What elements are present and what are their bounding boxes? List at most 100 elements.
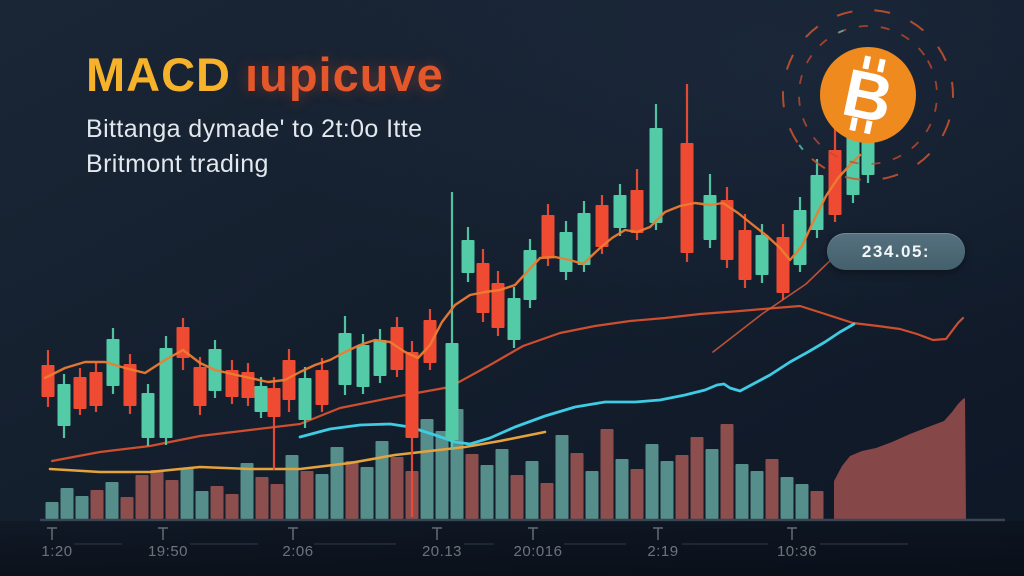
- signal-line: [298, 322, 856, 446]
- volume-bar: [360, 467, 374, 519]
- volume-bar: [585, 471, 599, 519]
- fast-ma-line: [43, 153, 862, 384]
- candle-body-down: [776, 237, 790, 293]
- title-suffix: ıupicuve: [245, 48, 444, 101]
- x-axis-tick: [158, 527, 168, 540]
- volume-bar: [615, 459, 629, 519]
- bitcoin-outer-dashed-ring: [782, 9, 954, 181]
- volume-bar: [225, 494, 239, 519]
- volume-bar: [765, 459, 779, 519]
- volume-bar: [600, 429, 614, 519]
- candle-body-down: [595, 205, 609, 247]
- volume-bar: [735, 464, 749, 519]
- volume-bar: [195, 491, 209, 519]
- candle-body-up: [507, 298, 521, 340]
- candle-body-down: [225, 370, 239, 397]
- candle-body-down: [282, 360, 296, 400]
- x-axis-tick: [288, 527, 298, 540]
- volume-bar: [330, 447, 344, 519]
- candle-body-up: [649, 128, 663, 223]
- candle-body-up: [461, 240, 475, 273]
- volume-bar: [90, 490, 104, 519]
- page-title: MACD ıupicuve: [86, 50, 444, 99]
- candle-body-down: [123, 364, 137, 406]
- volume-bar: [120, 497, 134, 519]
- volume-bar: [165, 480, 179, 519]
- volume-bar: [810, 491, 824, 519]
- volume-bar: [540, 483, 554, 519]
- candle-body-down: [193, 367, 207, 406]
- candle-body-down: [405, 352, 419, 438]
- volume-bar: [795, 484, 809, 519]
- volume-bar: [690, 437, 704, 519]
- candle-body-up: [793, 210, 807, 265]
- volume-bar: [255, 477, 269, 519]
- volume-bar: [285, 455, 299, 519]
- candle-body-down: [89, 372, 103, 406]
- x-axis-label: 20.13: [422, 543, 462, 560]
- candle-body-down: [315, 370, 329, 405]
- candle-body-down: [176, 327, 190, 358]
- x-axis-label: 20:016: [514, 543, 563, 560]
- bitcoin-logo: B: [782, 9, 954, 181]
- x-axis-tick: [432, 527, 442, 540]
- volume-bar: [105, 482, 119, 519]
- volume-bar: [750, 471, 764, 519]
- candle-body-down: [73, 377, 87, 409]
- candle-body-down: [390, 327, 404, 370]
- bitcoin-ring-teal-dash-2: [798, 25, 938, 165]
- volume-bar: [135, 475, 149, 519]
- title-block: MACD ıupicuve Bittanga dymade' to 2t:0o …: [86, 50, 444, 180]
- volume-bar: [240, 463, 254, 519]
- volume-bar: [315, 474, 329, 519]
- price-badge-value: 234.05:: [861, 241, 931, 261]
- volume-bar: [705, 449, 719, 519]
- candle-body-down: [541, 215, 555, 257]
- candle-body-down: [267, 388, 281, 417]
- candle-body-up: [159, 348, 173, 438]
- volume-bars: [45, 409, 824, 519]
- candle-body-up: [57, 384, 71, 426]
- candle-body-down: [630, 190, 644, 233]
- volume-bar: [45, 502, 59, 519]
- candle-body-up: [373, 340, 387, 376]
- volume-bar: [75, 496, 89, 519]
- candle-body-up: [356, 345, 370, 387]
- bitcoin-b-prong: [864, 120, 873, 135]
- title-prefix: MACD: [86, 48, 231, 101]
- volume-bar: [645, 444, 659, 519]
- candle-body-down: [423, 320, 437, 363]
- candle-body-up: [559, 232, 573, 272]
- x-axis-label: 2:19: [647, 543, 678, 560]
- candle-body-down: [491, 283, 505, 328]
- candle-body-down: [41, 365, 55, 397]
- volume-bar: [555, 435, 569, 519]
- candle-body-up: [254, 386, 268, 412]
- x-axis-tick: [528, 527, 538, 540]
- volume-bar: [435, 431, 449, 519]
- candle-body-up: [106, 339, 120, 386]
- volume-bar: [630, 469, 644, 519]
- volume-bar: [660, 461, 674, 519]
- volume-bar: [390, 457, 404, 519]
- candle-body-down: [680, 143, 694, 253]
- x-axis-label: 2:06: [282, 543, 313, 560]
- volume-bar: [345, 461, 359, 519]
- candle-body-down: [738, 230, 752, 280]
- volume-bar: [180, 468, 194, 519]
- subtitle-line-2: Britmont trading: [86, 149, 269, 178]
- volume-bar: [270, 484, 284, 519]
- bitcoin-b-prong: [849, 117, 858, 132]
- candle-body-up: [613, 195, 627, 228]
- volume-bar: [480, 465, 494, 519]
- volume-bar: [300, 471, 314, 519]
- x-axis-label: 10:36: [777, 543, 817, 560]
- x-axis-label: 19:50: [148, 543, 188, 560]
- volume-bar: [375, 441, 389, 519]
- volume-bar: [465, 454, 479, 519]
- x-axis-label: 1:20: [41, 543, 72, 560]
- bitcoin-b-prong: [862, 55, 872, 70]
- volume-area: [834, 398, 966, 519]
- bitcoin-coin-circle: [820, 47, 916, 143]
